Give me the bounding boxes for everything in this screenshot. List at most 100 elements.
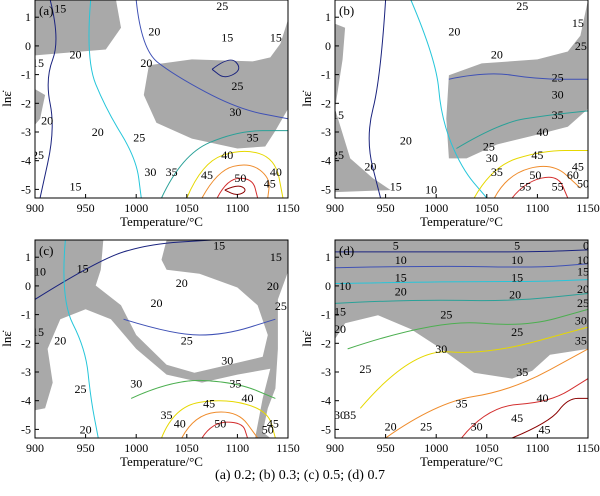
x-tick-label: 1050 bbox=[175, 441, 199, 455]
y-tick-label: -2 bbox=[321, 336, 331, 350]
x-tick-label: 1150 bbox=[276, 441, 300, 455]
y-tick-label: -4 bbox=[321, 154, 331, 168]
contour-label: 15 bbox=[332, 108, 344, 122]
x-tick-label: 1150 bbox=[576, 201, 600, 215]
contour-label: 10 bbox=[425, 182, 437, 196]
y-tick-label: 1 bbox=[25, 250, 31, 264]
contour-line bbox=[410, 0, 488, 198]
panel-label: (d) bbox=[339, 243, 354, 258]
contour-label: 10 bbox=[395, 253, 407, 267]
contour-label: 10 bbox=[511, 253, 523, 267]
contour-label: 30 bbox=[552, 88, 564, 102]
contour-line bbox=[473, 149, 588, 198]
contour-label: 30 bbox=[229, 105, 241, 119]
contour-line bbox=[201, 421, 248, 438]
contour-label: 15 bbox=[334, 305, 346, 319]
contour-label: 55 bbox=[552, 180, 564, 194]
x-tick-label: 1000 bbox=[424, 201, 448, 215]
panel-label: (c) bbox=[39, 243, 53, 258]
contour-label: 20 bbox=[448, 25, 460, 39]
contour-label: 35 bbox=[491, 165, 503, 179]
plot-frame bbox=[34, 239, 289, 439]
x-tick-label: 900 bbox=[326, 441, 344, 455]
y-tick-label: -1 bbox=[21, 308, 31, 322]
y-tick-label: -3 bbox=[321, 125, 331, 139]
x-tick-label: 1050 bbox=[475, 201, 499, 215]
contour-line bbox=[130, 379, 276, 399]
contour-line bbox=[493, 165, 581, 198]
contour-label: 30 bbox=[334, 408, 346, 422]
contour-label: 20 bbox=[140, 56, 152, 70]
contour-label: 15 bbox=[54, 2, 66, 16]
contour-line bbox=[63, 240, 99, 438]
contour-label: 35 bbox=[247, 131, 259, 145]
contour-label: 20 bbox=[334, 322, 346, 336]
contour-line bbox=[359, 326, 588, 409]
contour-label: 30 bbox=[144, 165, 156, 179]
contour-label: 35 bbox=[166, 165, 178, 179]
y-axis-label: lnε̇ bbox=[0, 330, 14, 347]
contour-label: 35 bbox=[161, 408, 173, 422]
x-tick-label: 950 bbox=[377, 201, 395, 215]
y-tick-label: -3 bbox=[21, 365, 31, 379]
instability-region bbox=[143, 19, 288, 149]
contour-label: 40 bbox=[242, 391, 254, 405]
contour-label: 20 bbox=[41, 114, 53, 128]
instability-region bbox=[35, 240, 288, 438]
x-tick-label: 950 bbox=[77, 441, 95, 455]
x-tick-label: 1100 bbox=[526, 441, 550, 455]
contour-line bbox=[161, 130, 288, 198]
contour-label: 25 bbox=[231, 79, 243, 93]
y-axis-label: lnε̇ bbox=[299, 330, 314, 347]
contour-label: 25 bbox=[577, 296, 589, 310]
x-tick-label: 1100 bbox=[526, 201, 550, 215]
contour-label: 20 bbox=[364, 159, 376, 173]
y-tick-label: 1 bbox=[325, 250, 331, 264]
contour-line bbox=[461, 378, 588, 438]
contour-label: 15 bbox=[32, 325, 44, 339]
y-tick-label: -5 bbox=[21, 422, 31, 436]
figure-caption: (a) 0.2; (b) 0.3; (c) 0.5; (d) 0.7 bbox=[215, 468, 385, 483]
contour-label: 30 bbox=[575, 313, 587, 327]
contour-label: 35 bbox=[456, 397, 468, 411]
contour-line bbox=[335, 249, 588, 253]
contour-label: 20 bbox=[509, 288, 521, 302]
contour-label: 45 bbox=[267, 417, 279, 431]
contour-label: 25 bbox=[516, 0, 528, 13]
instability-region bbox=[35, 0, 121, 56]
contour-label: 45 bbox=[264, 177, 276, 191]
x-axis-label: Temperature/°C bbox=[420, 214, 503, 229]
plot-frame bbox=[334, 0, 589, 199]
panel-label: (a) bbox=[39, 3, 53, 18]
x-axis-label: Temperature/°C bbox=[120, 454, 203, 469]
contour-label: 35 bbox=[575, 333, 587, 347]
x-tick-label: 1000 bbox=[124, 441, 148, 455]
plot-frame bbox=[34, 0, 289, 199]
contour-line bbox=[511, 176, 569, 198]
contour-label: 40 bbox=[174, 417, 186, 431]
y-axis-label: lnε̇ bbox=[299, 90, 314, 107]
contour-label: 30 bbox=[486, 151, 498, 165]
contour-label: 40 bbox=[221, 148, 233, 162]
contour-label: 15 bbox=[390, 180, 402, 194]
contour-line bbox=[335, 263, 588, 269]
contour-line bbox=[39, 0, 57, 198]
y-tick-label: -3 bbox=[321, 365, 331, 379]
contour-line bbox=[35, 240, 213, 300]
instability-region bbox=[335, 23, 391, 193]
y-tick-label: -4 bbox=[21, 394, 31, 408]
y-tick-label: -2 bbox=[321, 96, 331, 110]
contour-label: 15 bbox=[77, 262, 89, 276]
y-tick-label: 1 bbox=[25, 10, 31, 24]
contour-label: 15 bbox=[221, 30, 233, 44]
plot-area: 15 25 20 15 15 20 15 20 25 30 35 20 20 25 40 25 30 35 45 50… bbox=[35, 0, 288, 198]
x-tick-label: 1150 bbox=[576, 441, 600, 455]
contour-label: 20 bbox=[400, 134, 412, 148]
contour-label: 20 bbox=[385, 420, 397, 434]
contour-label: 5 bbox=[393, 239, 399, 253]
contour-label: 10 bbox=[577, 253, 589, 267]
contour-label: 35 bbox=[516, 365, 528, 379]
contour-line bbox=[385, 348, 588, 438]
